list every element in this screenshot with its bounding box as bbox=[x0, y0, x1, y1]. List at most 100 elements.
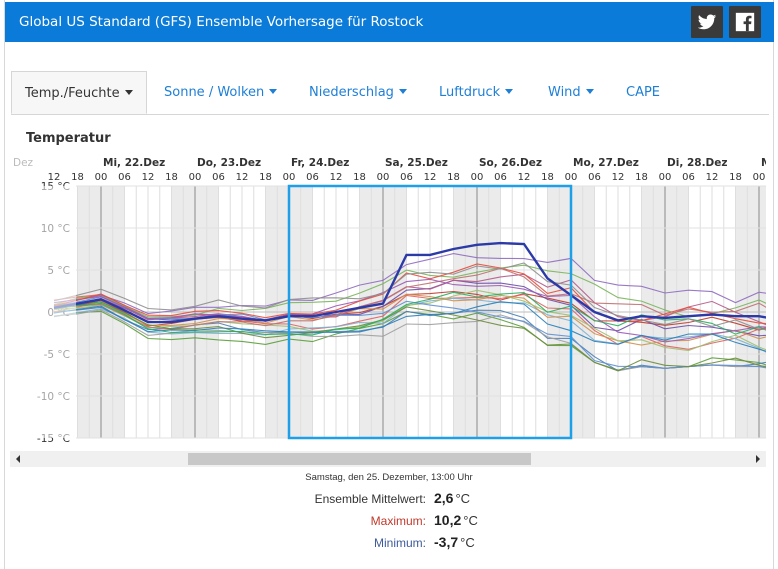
hour-label: 12 bbox=[612, 172, 625, 183]
mean-label: Ensemble Mittelwert: bbox=[314, 492, 426, 506]
hour-label: 00 bbox=[377, 172, 390, 183]
chevron-down-icon bbox=[505, 89, 514, 94]
hour-label: 00 bbox=[471, 172, 484, 183]
tab-label: Temp./Feuchte bbox=[25, 86, 120, 101]
tooltip-max-row: Maximum: 10,2 °C bbox=[296, 512, 478, 532]
hour-label: 18 bbox=[635, 172, 648, 183]
day-label: Di, 28.Dez bbox=[667, 157, 728, 169]
member-line bbox=[53, 310, 778, 371]
member-line bbox=[53, 263, 778, 325]
member-line bbox=[53, 278, 778, 343]
hour-label: 18 bbox=[541, 172, 554, 183]
chevron-down-icon bbox=[124, 90, 133, 95]
member-line bbox=[53, 297, 778, 360]
chart-scrollbar[interactable] bbox=[10, 451, 766, 467]
tab-label: Sonne / Wolken bbox=[164, 85, 265, 100]
tab-label: CAPE bbox=[626, 85, 661, 100]
member-line bbox=[53, 253, 778, 315]
page-frame bbox=[4, 0, 774, 569]
tooltip-min-row: Minimum: -3,7 °C bbox=[296, 534, 475, 554]
hour-label: 18 bbox=[353, 172, 366, 183]
day-label: Dez bbox=[13, 157, 34, 169]
header-bar: Global US Standard (GFS) Ensemble Vorher… bbox=[5, 2, 774, 42]
day-label: Mi, 22.Dez bbox=[103, 157, 165, 169]
scroll-right-arrow-icon[interactable] bbox=[750, 451, 764, 467]
member-line bbox=[53, 291, 778, 337]
scroll-left-arrow-icon[interactable] bbox=[12, 451, 26, 467]
hour-label: 18 bbox=[259, 172, 272, 183]
tooltip-mean-row: Ensemble Mittelwert: 2,6 °C bbox=[296, 490, 470, 510]
fade-left bbox=[10, 186, 76, 438]
max-value: 10,2 bbox=[434, 512, 462, 528]
hour-label: 00 bbox=[565, 172, 578, 183]
twitter-bird-icon bbox=[697, 14, 717, 30]
hour-label: 00 bbox=[283, 172, 296, 183]
hour-label: 06 bbox=[400, 172, 413, 183]
hour-label: 18 bbox=[71, 172, 84, 183]
tab-cape[interactable]: CAPE bbox=[626, 71, 660, 114]
hour-label: 12 bbox=[48, 172, 61, 183]
tab-temp-feuchte[interactable]: Temp./Feuchte bbox=[11, 71, 147, 114]
mean-value: 2,6 bbox=[434, 490, 454, 506]
day-label: So, 26.Dez bbox=[479, 157, 542, 169]
mean-unit: °C bbox=[455, 491, 471, 506]
member-line bbox=[53, 267, 778, 331]
temperature-chart[interactable]: Temperatur15 °C10 °C5 °C0 °C-5 °C-10 °C-… bbox=[10, 125, 778, 455]
hour-label: 06 bbox=[118, 172, 131, 183]
highlight-window bbox=[287, 184, 573, 440]
day-label: Sa, 25.Dez bbox=[385, 157, 448, 169]
min-value: -3,7 bbox=[434, 534, 459, 550]
hour-label: 12 bbox=[330, 172, 343, 183]
tab-sonne-wolken[interactable]: Sonne / Wolken bbox=[164, 71, 278, 114]
hour-label: 12 bbox=[518, 172, 531, 183]
chart-title: Temperatur bbox=[26, 131, 111, 146]
tooltip-date: Samstag, den 25. Dezember, 13:00 Uhr bbox=[305, 472, 473, 483]
hour-label: 12 bbox=[142, 172, 155, 183]
scrollbar-thumb[interactable] bbox=[188, 453, 531, 465]
chevron-down-icon bbox=[585, 89, 594, 94]
hour-label: 18 bbox=[447, 172, 460, 183]
min-unit: °C bbox=[460, 535, 475, 550]
hour-label: 00 bbox=[95, 172, 108, 183]
day-label: Mi, 2 bbox=[761, 157, 766, 169]
member-line bbox=[53, 301, 778, 356]
twitter-share-button[interactable] bbox=[691, 6, 723, 38]
day-label: Mo, 27.Dez bbox=[573, 157, 639, 169]
hour-label: 18 bbox=[729, 172, 742, 183]
hour-label: 00 bbox=[753, 172, 766, 183]
chart-svg: Temperatur15 °C10 °C5 °C0 °C-5 °C-10 °C-… bbox=[10, 131, 778, 445]
min-label: Minimum: bbox=[373, 536, 426, 550]
hour-label: 12 bbox=[424, 172, 437, 183]
facebook-f-icon bbox=[735, 12, 755, 32]
member-line bbox=[53, 309, 778, 372]
max-unit: °C bbox=[463, 513, 478, 528]
hour-label: 18 bbox=[165, 172, 178, 183]
day-label: Fr, 24.Dez bbox=[291, 157, 349, 169]
member-line bbox=[53, 301, 778, 372]
member-line bbox=[53, 306, 778, 372]
hour-label: 12 bbox=[706, 172, 719, 183]
page-title: Global US Standard (GFS) Ensemble Vorher… bbox=[19, 14, 424, 30]
hour-label: 00 bbox=[189, 172, 202, 183]
tab-bar: Temp./Feuchte Sonne / Wolken Niederschla… bbox=[11, 71, 769, 115]
chevron-down-icon bbox=[269, 89, 278, 94]
tab-niederschlag[interactable]: Niederschlag bbox=[309, 71, 407, 114]
tab-label: Luftdruck bbox=[439, 85, 501, 100]
day-label: Do, 23.Dez bbox=[197, 157, 261, 169]
hour-label: 12 bbox=[236, 172, 249, 183]
chevron-down-icon bbox=[398, 89, 407, 94]
tab-label: Niederschlag bbox=[309, 85, 394, 100]
hour-label: 06 bbox=[588, 172, 601, 183]
max-label: Maximum: bbox=[370, 514, 426, 528]
member-line bbox=[53, 262, 778, 331]
hour-label: 06 bbox=[494, 172, 507, 183]
hour-label: 00 bbox=[659, 172, 672, 183]
tab-luftdruck[interactable]: Luftdruck bbox=[439, 71, 514, 114]
facebook-share-button[interactable] bbox=[729, 6, 761, 38]
member-line bbox=[53, 293, 778, 346]
tab-wind[interactable]: Wind bbox=[548, 71, 594, 114]
hour-label: 06 bbox=[306, 172, 319, 183]
tab-label: Wind bbox=[548, 85, 581, 100]
hour-label: 06 bbox=[212, 172, 225, 183]
data-tooltip: Samstag, den 25. Dezember, 13:00 Uhr Ens… bbox=[0, 472, 778, 550]
